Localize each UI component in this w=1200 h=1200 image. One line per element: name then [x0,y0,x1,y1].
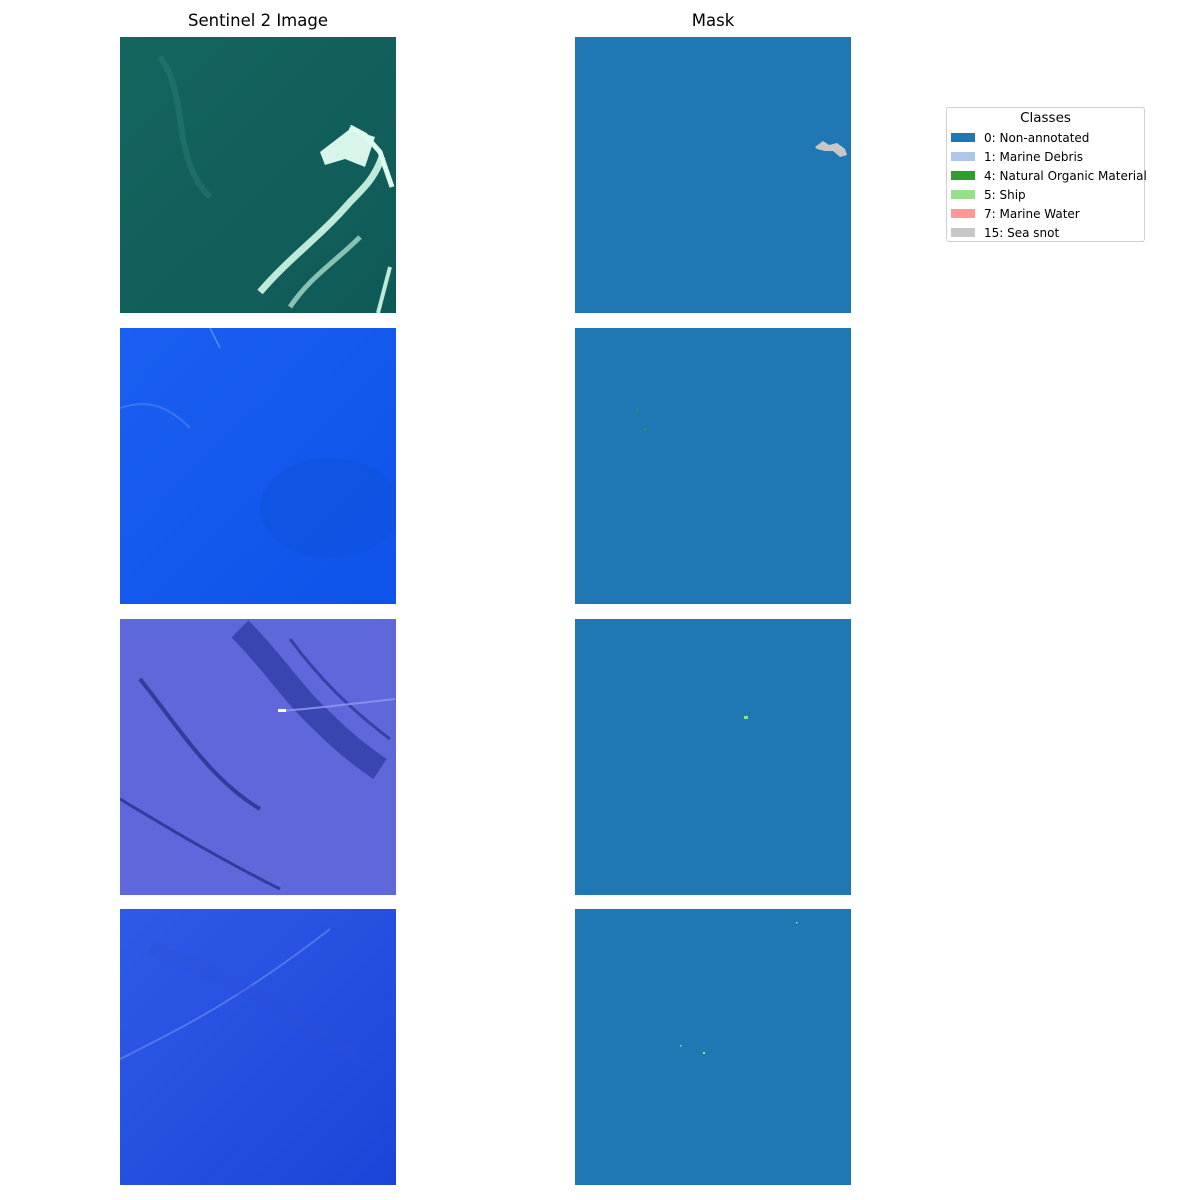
legend-swatch [951,133,975,142]
legend-item-marine-debris: 1: Marine Debris [951,147,1083,166]
legend-swatch [951,228,975,237]
legend-item-non-annotated: 0: Non-annotated [951,128,1089,147]
legend-label: 7: Marine Water [984,206,1080,221]
satellite-image-row-2 [120,328,396,604]
legend-label: 15: Sea snot [984,225,1060,240]
legend-swatch [951,190,975,199]
satellite-image-row-1 [120,37,396,313]
legend: Classes 0: Non-annotated 1: Marine Debri… [946,107,1147,242]
legend-label: 5: Ship [984,187,1026,202]
satellite-image-row-4 [120,909,396,1185]
legend-item-ship: 5: Ship [951,185,1026,204]
legend-item-natural-organic-material: 4: Natural Organic Material [951,166,1147,185]
legend-item-sea-snot: 15: Sea snot [951,223,1059,242]
legend-label: 1: Marine Debris [984,149,1084,164]
mask-row-1 [575,37,851,313]
mask-row-4 [575,909,851,1185]
column-title-image: Sentinel 2 Image [188,11,328,30]
mask-row-3 [575,619,851,895]
column-title-mask: Mask [691,11,735,30]
legend-swatch [951,209,975,218]
legend-swatch [951,152,975,161]
legend-item-marine-water: 7: Marine Water [951,204,1080,223]
legend-label: 0: Non-annotated [984,130,1090,145]
satellite-image-row-3 [120,619,396,895]
legend-label: 4: Natural Organic Material [984,168,1147,183]
legend-swatch [951,171,975,180]
mask-row-2 [575,328,851,604]
legend-title: Classes [1020,110,1071,126]
